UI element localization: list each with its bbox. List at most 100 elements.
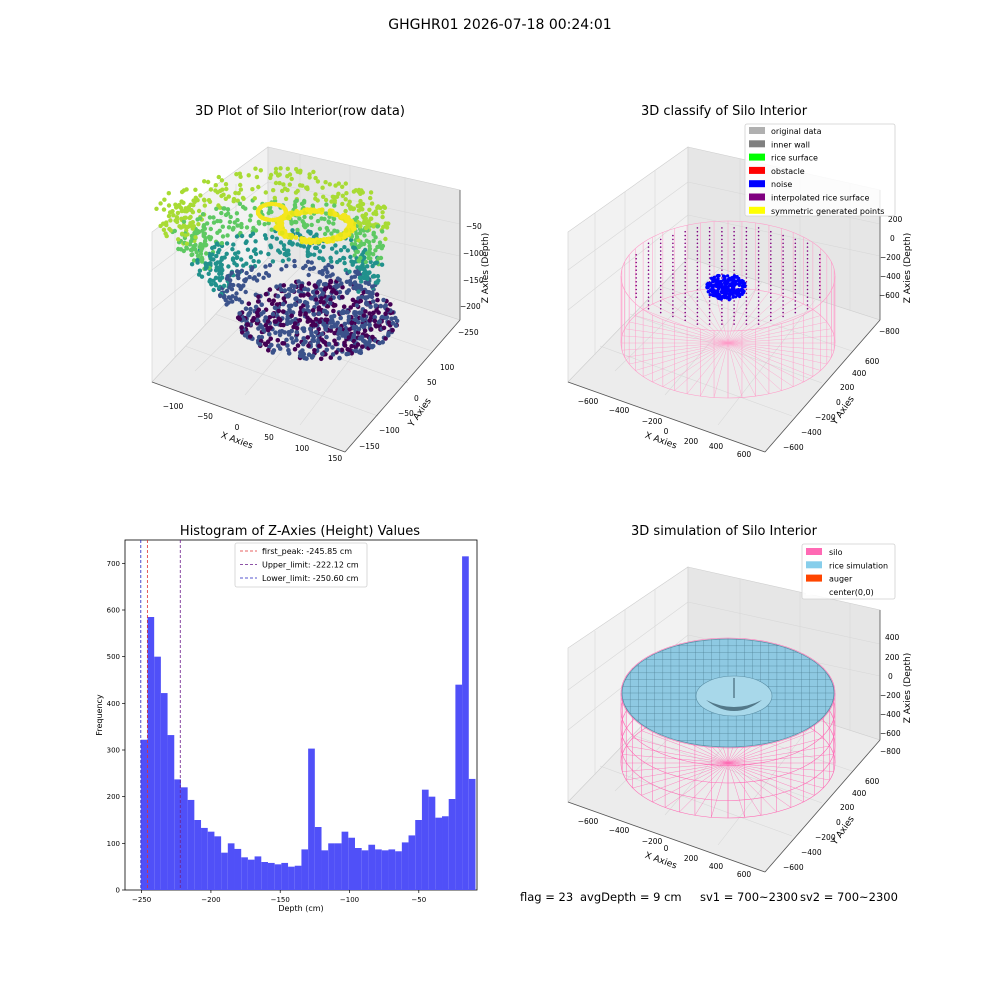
panel1-point [251, 315, 256, 321]
panel1-point [294, 198, 299, 203]
panel1-point [308, 231, 313, 236]
panel3-legend-label: first_peak: -245.85 cm [262, 547, 352, 556]
panel2-surface-point [672, 257, 674, 260]
panel3-title: Histogram of Z-Axies (Height) Values [179, 524, 421, 539]
silo-floor-line [664, 762, 729, 808]
panel1-point [315, 179, 321, 184]
panel2-surface-point [770, 273, 772, 275]
panel2-surface-point [733, 307, 735, 310]
panel1-point [361, 313, 367, 318]
panel1-point [204, 251, 209, 256]
y-tick-label: 300 [107, 747, 120, 755]
panel2-surface-point [708, 238, 711, 241]
panel2-surface-point [819, 277, 821, 279]
panel1-point [309, 296, 314, 301]
silo-floor-line [622, 762, 729, 772]
panel1-point [280, 188, 285, 194]
panel1-point [349, 351, 355, 356]
panel2-legend-label: interpolated rice surface [771, 194, 869, 203]
panel1-x-label: X Axies [219, 431, 254, 452]
panel2-surface-point [635, 288, 637, 291]
panel2-y-tick: 200 [840, 383, 855, 392]
panel1-point [211, 215, 216, 220]
panel2-surface-point [684, 281, 686, 283]
panel1-point [301, 336, 307, 341]
panel1-point [339, 347, 345, 353]
panel2-surface-point [770, 234, 772, 237]
panel2-surface-point [757, 250, 760, 252]
panel2-surface-point [733, 242, 735, 245]
panel1-point [280, 204, 285, 209]
panel1-point [202, 203, 207, 208]
histogram-bar [435, 817, 442, 890]
panel1-x-tick: −50 [197, 412, 213, 421]
panel1-point [367, 243, 372, 249]
panel1-point [267, 263, 273, 268]
panel2-surface-point [635, 296, 637, 299]
panel1-point [207, 215, 213, 220]
panel2-x-tick: 0 [664, 427, 669, 436]
panel2-surface-point [745, 307, 748, 310]
panel3-legend: first_peak: -245.85 cm Upper_limit: -222.… [234, 542, 368, 588]
panel1-point [231, 199, 236, 204]
panel1-point [221, 192, 226, 197]
panel3-y-axis: 0 100 200 300 400 500 600 700 [107, 560, 125, 895]
panel2-surface-point [806, 296, 809, 299]
panel2-surface-point [757, 323, 760, 325]
panel1-point [269, 227, 274, 232]
panel2-surface-point [782, 304, 784, 306]
panel1-point [236, 283, 241, 288]
histogram-bar [234, 848, 242, 890]
histogram-bar [348, 837, 355, 890]
panel2-z-tick: 200 [888, 215, 903, 224]
panel1-point [313, 322, 318, 328]
panel2-surface-point [659, 311, 662, 314]
panel1-point [323, 317, 328, 323]
panel2-surface-point [745, 319, 748, 322]
panel2-surface-point [684, 277, 686, 279]
panel1-point [196, 222, 201, 227]
panel2-noise-point [743, 281, 747, 286]
panel2-surface-point [721, 261, 723, 264]
panel2-surface-point [721, 277, 723, 279]
panel2-x-tick: −600 [578, 397, 599, 406]
panel2-surface-point [733, 246, 735, 248]
panel4-y-tick: −200 [815, 833, 836, 842]
panel1-point [164, 222, 169, 228]
panel1-point [213, 281, 218, 287]
panel1-point [238, 187, 244, 192]
panel1-point [359, 323, 365, 329]
panel1-point [189, 252, 194, 258]
panel2-surface-point [733, 304, 735, 306]
panel2-surface-point [745, 257, 748, 260]
panel1-point [161, 227, 167, 232]
panel1-point [377, 319, 383, 324]
panel4-legend-label: center(0,0) [829, 588, 874, 597]
panel1-point [185, 224, 191, 229]
silo-floor-line [727, 342, 782, 391]
panel1-point [238, 174, 243, 179]
panel2-noise-point [740, 287, 744, 291]
panel1-point [313, 233, 319, 238]
panel1-point [309, 260, 314, 265]
panel1-point [289, 313, 295, 319]
panel1-point [331, 313, 337, 319]
panel1-point [244, 239, 249, 244]
panel1-point [275, 338, 281, 343]
panel1-point [358, 224, 363, 229]
silo-floor-line [700, 342, 729, 397]
panel1-point [380, 229, 385, 234]
panel1-point [311, 265, 317, 271]
silo-floor-line [727, 342, 804, 383]
panel1-point [281, 296, 287, 301]
panel1-point [172, 228, 177, 234]
panel2-surface-point [782, 238, 784, 241]
panel2-surface-point [635, 269, 637, 272]
histogram-bar [395, 851, 402, 890]
panel2-surface-point [672, 269, 674, 272]
panel1-point [154, 206, 159, 211]
panel1-point [284, 337, 289, 343]
panel2-noise-point [714, 278, 718, 282]
panel2-surface-point [647, 246, 650, 248]
panel2-surface-point [696, 254, 699, 256]
